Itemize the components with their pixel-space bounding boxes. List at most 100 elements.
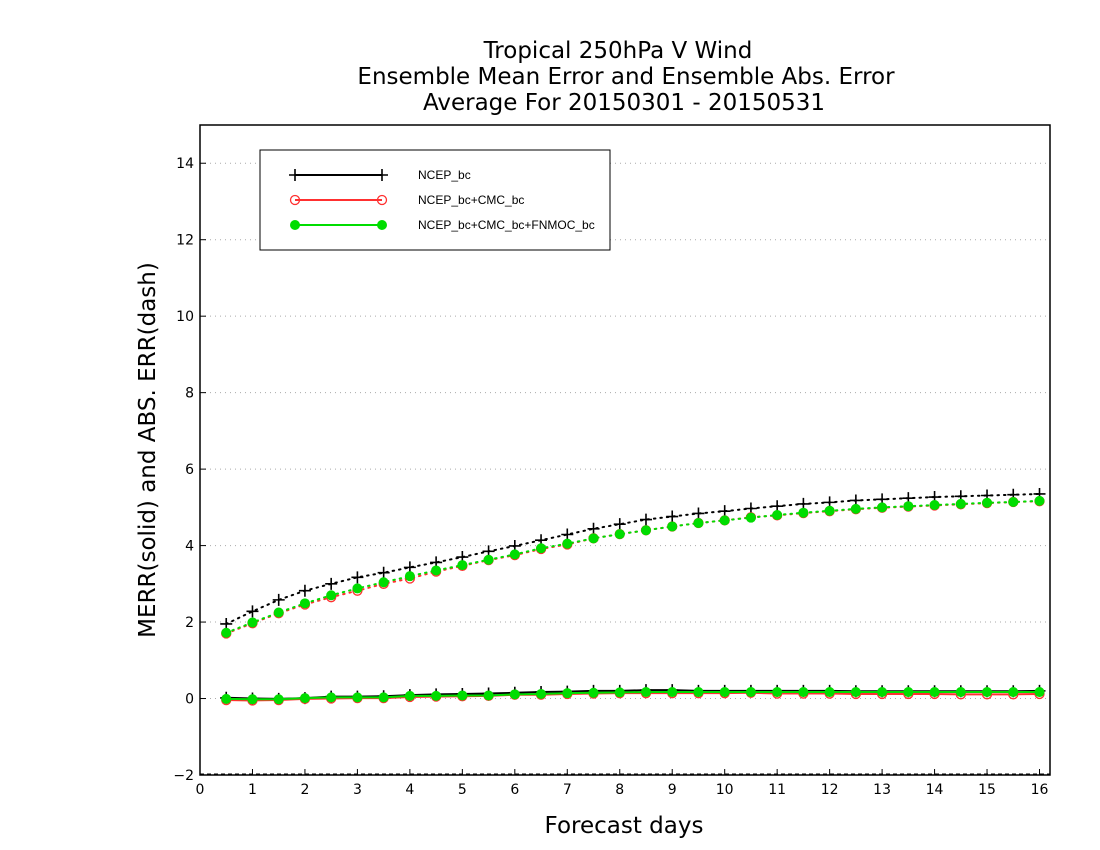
merr-point	[903, 687, 914, 698]
x-tick-label: 15	[978, 782, 996, 798]
x-tick-label: 6	[510, 782, 519, 798]
merr-point	[221, 693, 232, 704]
legend-entry: NCEP_bc	[289, 168, 471, 182]
abs-err-point	[1034, 495, 1045, 506]
abs-err-point	[955, 498, 966, 509]
plot-frame	[199, 124, 1051, 776]
y-tick-label: 0	[185, 692, 194, 708]
x-tick-label: 12	[821, 782, 839, 798]
abs-err-point	[824, 505, 835, 516]
abs-err-point	[1008, 497, 1019, 507]
abs-err-point	[982, 497, 993, 508]
merr-point	[299, 693, 310, 704]
abs-err-point	[431, 565, 442, 576]
series-NCEP_bc+CMC_bc+FNMOC_bc	[221, 495, 1045, 705]
series-NCEP_bc	[220, 487, 1046, 705]
merr-point	[1034, 687, 1045, 698]
merr-point	[929, 687, 940, 698]
y-tick-label: 10	[176, 309, 194, 325]
abs-err-point	[613, 518, 626, 531]
y-tick-label: 12	[176, 233, 194, 249]
abs-err-point	[667, 521, 678, 532]
abs-err-point	[378, 577, 389, 588]
legend-label: NCEP_bc+CMC_bc+FNMOC_bc	[418, 218, 595, 232]
abs-err-point	[718, 505, 731, 518]
legend-entry: NCEP_bc+CMC_bc+FNMOC_bc	[290, 218, 595, 232]
legend-marker	[377, 220, 387, 230]
abs-err-point	[377, 566, 390, 579]
abs-err-point	[772, 510, 783, 520]
chart-title: Tropical 250hPa V Wind Ensemble Mean Err…	[357, 38, 895, 116]
series-NCEP_bc+CMC_bc	[221, 496, 1045, 706]
title-line-2: Ensemble Mean Error and Ensemble Abs. Er…	[357, 64, 895, 90]
merr-point	[798, 687, 809, 698]
abs-err-point	[273, 607, 284, 618]
merr-point	[588, 687, 599, 698]
merr-point	[326, 692, 337, 703]
x-tick-label: 7	[563, 782, 572, 798]
abs-err-point	[692, 507, 705, 520]
merr-point	[745, 687, 756, 698]
x-tick-label: 0	[196, 782, 205, 798]
merr-point	[562, 688, 573, 699]
abs-err-point	[326, 590, 337, 601]
merr-point	[955, 687, 966, 698]
merr-point	[378, 692, 389, 703]
legend: NCEP_bc NCEP_bc+CMC_bc NCEP_bc+CMC_bc+FNMO…	[259, 149, 611, 251]
merr-point	[431, 690, 442, 701]
merr-point	[850, 687, 861, 698]
x-tick-label: 11	[768, 782, 786, 798]
abs-err-point	[639, 513, 652, 526]
merr-point	[352, 692, 363, 703]
abs-err-line	[225, 500, 1041, 635]
x-tick-label: 8	[615, 782, 624, 798]
merr-point	[404, 690, 415, 701]
x-tick-label: 16	[1031, 782, 1049, 798]
abs-err-point	[745, 512, 756, 523]
abs-err-point	[562, 538, 573, 549]
abs-err-point	[483, 554, 494, 565]
abs-err-point	[351, 571, 364, 584]
abs-err-point	[247, 617, 258, 628]
abs-err-point	[246, 605, 259, 618]
abs-err-point	[798, 507, 809, 518]
abs-err-point	[457, 560, 468, 571]
abs-err-point	[299, 598, 310, 609]
x-tick-label: 4	[405, 782, 414, 798]
merr-point	[877, 687, 888, 698]
legend-label: NCEP_bc+CMC_bc	[418, 193, 524, 207]
abs-err-point	[877, 502, 888, 513]
x-tick-label: 9	[668, 782, 677, 798]
abs-err-point	[903, 501, 914, 512]
x-tick-label: 13	[873, 782, 891, 798]
y-tick-label: 14	[176, 156, 194, 172]
abs-err-point	[614, 529, 625, 540]
x-tick-label: 2	[300, 782, 309, 798]
merr-point	[1008, 687, 1019, 698]
merr-point	[719, 687, 730, 698]
x-axis: 0 1 2 3 4 5 6 7 8 9 10 11 12 13 14 15 16	[196, 769, 1049, 798]
x-axis-label: Forecast days	[545, 813, 704, 839]
merr-point	[483, 690, 494, 701]
merr-point	[640, 687, 651, 698]
abs-err-point	[719, 515, 730, 526]
abs-err-point	[352, 583, 363, 594]
grid	[200, 162, 1050, 775]
x-tick-label: 1	[248, 782, 257, 798]
y-tick-label: 4	[185, 539, 194, 555]
merr-point	[824, 687, 835, 698]
y-tick-label: 6	[185, 462, 194, 478]
merr-point	[667, 687, 678, 698]
legend-label: NCEP_bc	[418, 168, 471, 182]
merr-point	[772, 687, 783, 698]
legend-marker	[289, 169, 301, 181]
merr-point	[457, 690, 468, 701]
y-tick-label: 8	[185, 386, 194, 402]
abs-err-point	[325, 577, 338, 590]
x-tick-label: 14	[926, 782, 944, 798]
merr-point	[247, 694, 258, 705]
merr-point	[509, 689, 520, 700]
abs-err-point	[404, 571, 415, 582]
abs-err-point	[561, 528, 574, 541]
